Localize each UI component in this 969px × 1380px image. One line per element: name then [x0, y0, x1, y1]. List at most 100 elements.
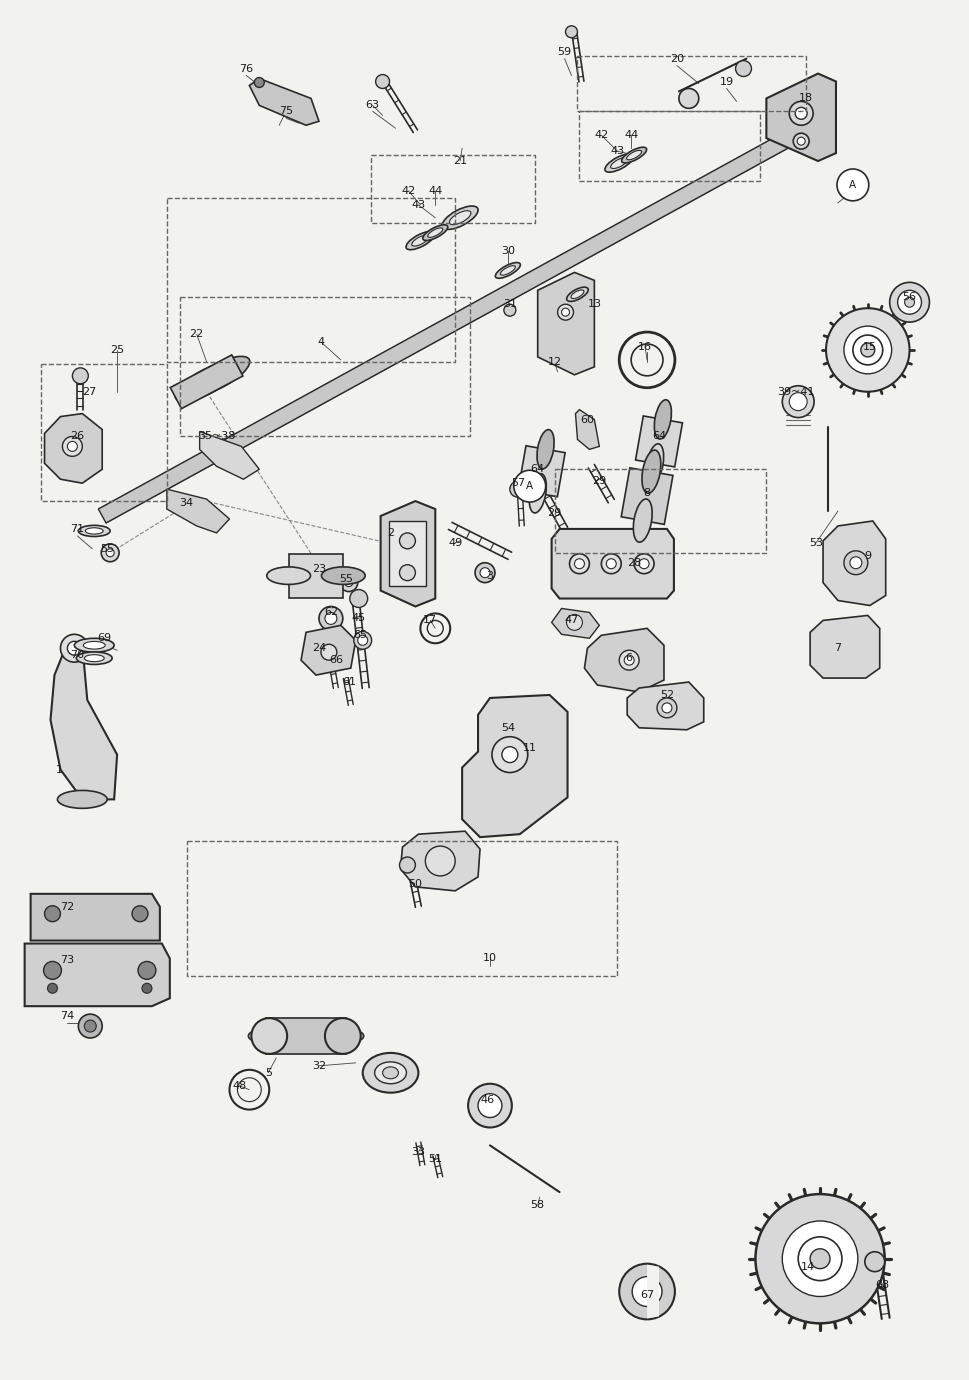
- Circle shape: [755, 1194, 884, 1323]
- Text: 54: 54: [500, 723, 515, 733]
- Text: 16: 16: [638, 342, 651, 352]
- Circle shape: [339, 574, 358, 592]
- Circle shape: [358, 635, 367, 646]
- Ellipse shape: [175, 363, 237, 402]
- Ellipse shape: [374, 1061, 406, 1083]
- Circle shape: [618, 650, 639, 671]
- Ellipse shape: [422, 225, 448, 240]
- Ellipse shape: [266, 567, 310, 584]
- Circle shape: [375, 75, 390, 88]
- Circle shape: [781, 386, 813, 418]
- Text: 48: 48: [232, 1081, 246, 1090]
- Circle shape: [836, 168, 868, 201]
- Circle shape: [789, 101, 812, 126]
- Ellipse shape: [406, 232, 434, 250]
- Circle shape: [514, 471, 546, 502]
- Ellipse shape: [84, 654, 104, 661]
- Circle shape: [889, 283, 928, 322]
- Text: A: A: [525, 482, 533, 491]
- Circle shape: [852, 335, 882, 364]
- Circle shape: [475, 563, 494, 582]
- Text: A: A: [849, 179, 856, 190]
- Circle shape: [566, 614, 581, 631]
- Text: 73: 73: [60, 955, 75, 966]
- Text: 64: 64: [530, 464, 545, 475]
- Ellipse shape: [382, 1067, 398, 1079]
- Polygon shape: [584, 628, 664, 691]
- Ellipse shape: [626, 150, 641, 160]
- Text: 55: 55: [100, 544, 114, 553]
- Polygon shape: [400, 831, 480, 891]
- Circle shape: [141, 984, 152, 994]
- Text: 42: 42: [594, 130, 608, 141]
- Text: 30: 30: [500, 246, 515, 255]
- Text: 22: 22: [189, 328, 203, 339]
- Ellipse shape: [605, 155, 633, 172]
- Circle shape: [62, 436, 82, 457]
- Text: 19: 19: [719, 76, 733, 87]
- Circle shape: [781, 1221, 857, 1296]
- Text: 5: 5: [265, 1068, 271, 1078]
- Ellipse shape: [57, 791, 107, 809]
- Text: 31: 31: [502, 299, 516, 309]
- Ellipse shape: [500, 266, 515, 275]
- Ellipse shape: [654, 400, 671, 439]
- Ellipse shape: [187, 356, 249, 395]
- Text: 66: 66: [328, 656, 342, 665]
- Text: 9: 9: [863, 551, 870, 560]
- Circle shape: [78, 1014, 102, 1038]
- Polygon shape: [627, 682, 703, 730]
- Ellipse shape: [610, 157, 627, 168]
- Polygon shape: [200, 432, 259, 479]
- Ellipse shape: [442, 206, 478, 229]
- Text: 44: 44: [427, 186, 442, 196]
- Circle shape: [44, 962, 61, 980]
- Polygon shape: [98, 119, 816, 523]
- Ellipse shape: [641, 450, 660, 493]
- Polygon shape: [167, 489, 230, 533]
- Text: 10: 10: [483, 954, 496, 963]
- Ellipse shape: [412, 235, 428, 246]
- Text: 8: 8: [642, 489, 650, 498]
- Text: 13: 13: [587, 299, 601, 309]
- Ellipse shape: [75, 639, 114, 653]
- Ellipse shape: [537, 429, 553, 469]
- Text: 6: 6: [625, 653, 632, 664]
- Text: 51: 51: [428, 1154, 442, 1165]
- Circle shape: [618, 1264, 674, 1319]
- Circle shape: [632, 1276, 661, 1307]
- Circle shape: [486, 704, 502, 720]
- Circle shape: [896, 290, 921, 315]
- Text: 24: 24: [311, 643, 326, 653]
- Text: 60: 60: [579, 414, 594, 425]
- Text: 28: 28: [626, 558, 641, 567]
- Circle shape: [565, 26, 577, 37]
- Circle shape: [843, 551, 867, 574]
- Ellipse shape: [566, 287, 587, 301]
- Circle shape: [574, 559, 584, 569]
- Text: 34: 34: [179, 498, 194, 508]
- Circle shape: [606, 559, 615, 569]
- Text: 26: 26: [70, 432, 84, 442]
- Circle shape: [503, 304, 516, 316]
- Text: 43: 43: [610, 146, 624, 156]
- Circle shape: [138, 962, 156, 980]
- Text: 55: 55: [338, 574, 353, 584]
- Circle shape: [826, 308, 909, 392]
- Polygon shape: [823, 522, 885, 606]
- Ellipse shape: [328, 1029, 363, 1043]
- Ellipse shape: [251, 1018, 287, 1054]
- Polygon shape: [551, 609, 599, 639]
- Circle shape: [864, 1252, 884, 1271]
- Circle shape: [634, 553, 653, 574]
- Ellipse shape: [78, 526, 110, 537]
- Circle shape: [561, 308, 569, 316]
- Text: 63: 63: [365, 101, 379, 110]
- Circle shape: [424, 846, 454, 876]
- Circle shape: [344, 578, 353, 586]
- Polygon shape: [646, 1264, 658, 1318]
- Text: 2: 2: [387, 529, 393, 538]
- Circle shape: [132, 905, 148, 922]
- Circle shape: [624, 656, 634, 665]
- Text: 14: 14: [800, 1261, 814, 1272]
